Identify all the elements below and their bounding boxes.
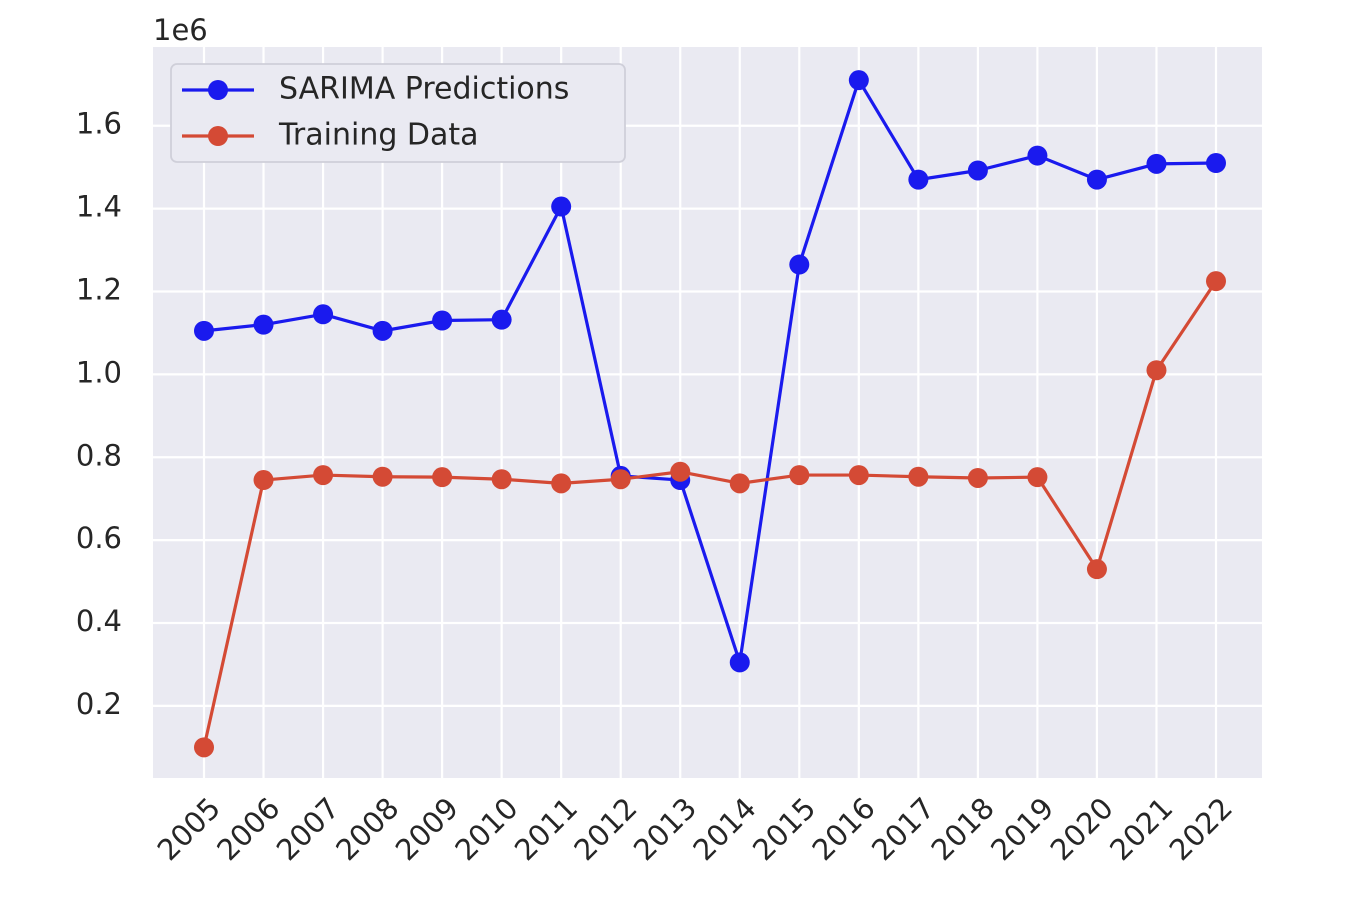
- x-tick-label: 2007: [270, 791, 346, 867]
- data-point: [729, 652, 750, 673]
- data-point: [967, 160, 988, 181]
- x-tick-label: 2015: [746, 791, 822, 867]
- data-point: [908, 466, 929, 487]
- legend: SARIMA Predictions Training Data: [170, 63, 626, 163]
- x-tick-label: 2022: [1163, 791, 1239, 867]
- data-point: [789, 254, 810, 275]
- data-point: [372, 466, 393, 487]
- data-point: [253, 470, 274, 491]
- legend-label-training-data: Training Data: [278, 118, 479, 153]
- data-point: [848, 70, 869, 91]
- data-point: [1027, 145, 1048, 166]
- legend-swatch-marker: [208, 80, 228, 100]
- y-tick-label: 1.2: [76, 272, 122, 306]
- x-tick-label: 2010: [448, 791, 524, 867]
- data-point: [432, 310, 453, 331]
- x-tick-label: 2011: [508, 791, 584, 867]
- y-tick-label: 0.2: [76, 687, 122, 721]
- series-sarima-predictions: [194, 70, 1226, 673]
- data-point: [1086, 169, 1107, 190]
- plot-area: [153, 47, 1262, 778]
- x-tick-label: 2006: [210, 791, 286, 867]
- data-point: [551, 473, 572, 494]
- y-tick-label: 0.6: [76, 521, 122, 555]
- legend-label-sarima-predictions: SARIMA Predictions: [279, 72, 569, 107]
- data-point: [1027, 467, 1048, 488]
- data-point: [908, 169, 929, 190]
- legend-frame: [170, 63, 626, 163]
- data-point: [491, 469, 512, 490]
- data-point: [194, 320, 214, 341]
- data-point: [551, 196, 572, 217]
- data-point: [313, 304, 334, 325]
- x-tick-label: 2013: [627, 791, 703, 867]
- y-tick-label: 1.4: [76, 190, 122, 224]
- x-tick-label: 2021: [1103, 791, 1179, 867]
- data-point: [789, 465, 810, 486]
- x-tick-label: 2008: [329, 791, 405, 867]
- data-point: [610, 469, 631, 490]
- data-point: [194, 737, 214, 758]
- y-tick-label: 1.0: [76, 355, 122, 389]
- series-training-data: [194, 271, 1226, 758]
- data-point: [491, 309, 512, 330]
- data-point: [372, 320, 393, 341]
- series-line: [203, 78, 1217, 664]
- x-tick-label: 2012: [567, 791, 643, 867]
- data-point: [729, 473, 750, 494]
- x-tick-label: 2018: [925, 791, 1001, 867]
- y-axis-ticks: 0.2 0.4 0.6 0.8 1.0 1.2 1.4 1.6: [76, 107, 122, 721]
- data-point: [253, 314, 274, 335]
- y-tick-label: 1.6: [76, 107, 122, 141]
- series-layer: [194, 70, 1226, 758]
- data-point: [1206, 271, 1226, 292]
- data-point: [848, 465, 869, 486]
- data-point: [670, 461, 691, 482]
- data-point: [1206, 153, 1226, 174]
- x-tick-label: 2020: [1044, 791, 1120, 867]
- data-point: [1146, 153, 1167, 174]
- data-point: [432, 467, 453, 488]
- x-axis-ticks: 2005200620072008200920102011201220132014…: [151, 791, 1239, 867]
- grid-lines: [153, 47, 1262, 778]
- legend-swatch-marker: [208, 126, 228, 146]
- data-point: [1146, 360, 1167, 381]
- y-tick-label: 0.4: [76, 604, 122, 638]
- data-point: [313, 465, 334, 486]
- x-tick-label: 2009: [389, 791, 465, 867]
- y-tick-label: 0.8: [76, 438, 122, 472]
- x-tick-label: 2017: [865, 791, 941, 867]
- x-tick-label: 2005: [151, 791, 227, 867]
- x-tick-label: 2014: [686, 791, 762, 867]
- data-point: [1086, 559, 1107, 580]
- x-tick-label: 2016: [806, 791, 882, 867]
- x-tick-label: 2019: [984, 791, 1060, 867]
- data-point: [967, 467, 988, 488]
- y-axis-offset-label: 1e6: [153, 13, 208, 47]
